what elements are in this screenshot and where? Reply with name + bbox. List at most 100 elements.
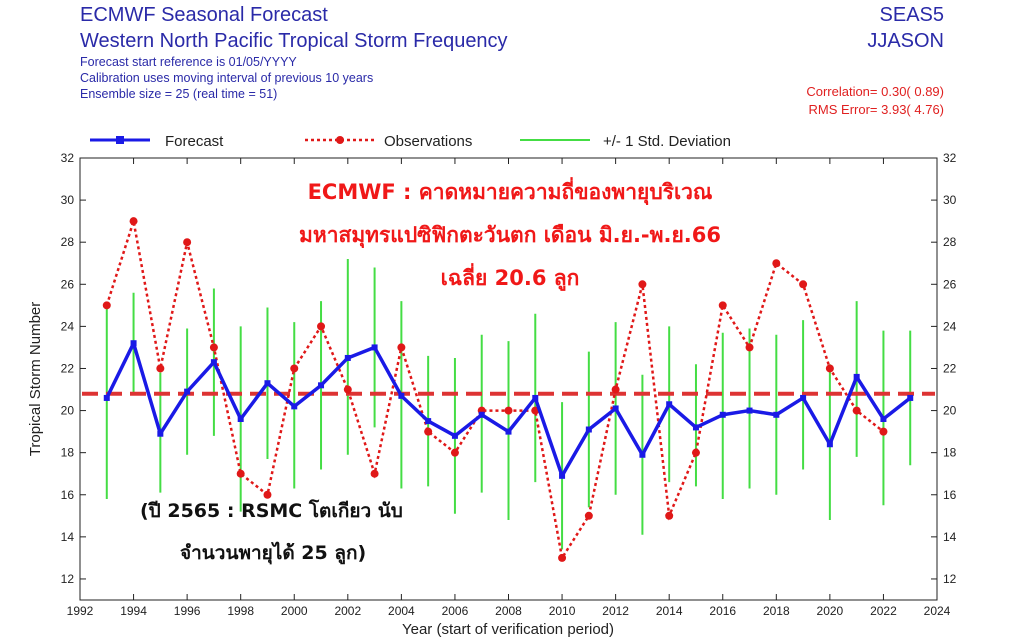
observation-point-2022 (879, 427, 888, 436)
note-line2: จำนวนพายุได้ 25 ลูก) (180, 542, 367, 564)
x-tick-label-2016: 2016 (709, 604, 736, 618)
forecast-point-2008 (505, 428, 512, 435)
y-tick-label-30: 30 (61, 193, 75, 207)
thai-annotation-line1: ECMWF : คาดหมายความถี่ของพายุบริเวณ (307, 180, 713, 204)
forecast-point-2011 (585, 426, 592, 433)
forecast-point-2014 (666, 401, 673, 408)
forecast-point-2020 (826, 441, 833, 448)
chart-title: ECMWF Seasonal Forecast (80, 4, 328, 26)
legend: Forecast Observations +/- 1 Std. Deviati… (90, 133, 731, 150)
observation-point-2017 (745, 343, 754, 352)
forecast-point-2019 (800, 394, 807, 401)
x-tick-label-2014: 2014 (656, 604, 683, 618)
legend-observations-label: Observations (384, 133, 472, 150)
forecast-point-1999 (264, 380, 271, 387)
y-tick-label-14: 14 (61, 530, 75, 544)
observation-point-2001 (317, 322, 326, 331)
rms-error-text: RMS Error= 3.93( 4.76) (808, 102, 944, 117)
forecast-reference-text: Forecast start reference is 01/05/YYYY (80, 55, 297, 69)
legend-forecast-label: Forecast (165, 133, 224, 150)
forecast-point-2009 (532, 394, 539, 401)
x-tick-label-2000: 2000 (281, 604, 308, 618)
forecast-point-2018 (773, 411, 780, 418)
ensemble-size-text: Ensemble size = 25 (real time = 51) (80, 87, 278, 101)
forecast-point-2003 (371, 344, 378, 351)
x-tick-label-1996: 1996 (174, 604, 201, 618)
y-tick-label-right-22: 22 (943, 361, 957, 375)
season-label: JJASON (867, 30, 944, 52)
observation-point-2012 (611, 385, 620, 394)
forecast-point-2022 (880, 415, 887, 422)
forecast-point-2016 (719, 411, 726, 418)
x-tick-label-2022: 2022 (870, 604, 897, 618)
observation-point-2011 (584, 511, 593, 520)
forecast-point-2001 (318, 382, 325, 389)
x-axis: 1992 1994 1996 1998 2000 2002 2004 2006 2008 2010… (67, 158, 951, 618)
y-tick-label-right-20: 20 (943, 404, 957, 418)
forecast-point-1996 (184, 388, 191, 395)
y-tick-label-24: 24 (61, 319, 75, 333)
x-tick-label-2024: 2024 (924, 604, 951, 618)
y-tick-label-22: 22 (61, 361, 75, 375)
forecast-point-2013 (639, 451, 646, 458)
thai-annotation-line3: เฉลี่ย 20.6 ลูก (440, 266, 580, 290)
observation-point-1996 (183, 238, 192, 247)
y-tick-label-20: 20 (61, 404, 75, 418)
forecast-point-1994 (130, 340, 137, 347)
y-axis-title: Tropical Storm Number (27, 302, 44, 456)
y-tick-label-right-30: 30 (943, 193, 957, 207)
y-tick-label-right-16: 16 (943, 488, 957, 502)
forecast-point-2007 (478, 411, 485, 418)
observation-point-2019 (799, 280, 808, 289)
observation-point-2018 (772, 259, 781, 268)
chart-subtitle: Western North Pacific Tropical Storm Fre… (80, 30, 508, 52)
y-tick-label-12: 12 (61, 572, 75, 586)
forecast-point-2012 (612, 405, 619, 412)
observation-point-2006 (450, 448, 459, 457)
forecast-point-2015 (692, 424, 699, 431)
observation-point-2015 (691, 448, 700, 457)
observation-point-1994 (129, 217, 138, 226)
x-tick-label-2006: 2006 (442, 604, 469, 618)
y-tick-label-18: 18 (61, 446, 75, 460)
observation-point-1997 (209, 343, 218, 352)
system-label: SEAS5 (879, 4, 944, 26)
forecast-series (103, 340, 914, 479)
x-tick-label-2020: 2020 (817, 604, 844, 618)
forecast-point-2023 (907, 394, 914, 401)
observation-point-2020 (825, 364, 834, 373)
observation-point-2014 (665, 511, 674, 520)
forecast-point-2006 (451, 432, 458, 439)
forecast-point-1993 (103, 394, 110, 401)
observation-point-2010 (558, 553, 567, 562)
x-tick-label-1994: 1994 (120, 604, 147, 618)
forecast-point-1995 (157, 430, 164, 437)
observation-point-2002 (343, 385, 352, 394)
x-tick-label-1998: 1998 (227, 604, 254, 618)
y-axis: 12 12 14 14 16 16 18 18 20 20 22 22 24 24 26 26 28 28 30 30… (61, 151, 957, 586)
observation-point-2003 (370, 469, 379, 478)
calibration-text: Calibration uses moving interval of prev… (80, 71, 374, 85)
y-tick-label-right-12: 12 (943, 572, 957, 586)
correlation-text: Correlation= 0.30( 0.89) (806, 84, 944, 99)
forecast-point-2000 (291, 403, 298, 410)
x-tick-label-2008: 2008 (495, 604, 522, 618)
observation-point-1999 (263, 490, 272, 499)
forecast-point-1997 (210, 359, 217, 366)
y-tick-label-right-14: 14 (943, 530, 957, 544)
observation-point-1998 (236, 469, 245, 478)
x-tick-label-2004: 2004 (388, 604, 415, 618)
observation-point-1993 (102, 301, 111, 310)
x-tick-label-2002: 2002 (334, 604, 361, 618)
y-tick-label-right-32: 32 (943, 151, 957, 165)
observation-point-2021 (852, 406, 861, 415)
forecast-point-2005 (425, 418, 432, 425)
observation-point-2016 (718, 301, 727, 310)
x-tick-label-1992: 1992 (67, 604, 94, 618)
legend-std-label: +/- 1 Std. Deviation (603, 133, 731, 150)
forecast-point-2002 (344, 354, 351, 361)
observations-line (105, 220, 885, 562)
observations-series (102, 217, 888, 562)
y-tick-label-32: 32 (61, 151, 75, 165)
observation-point-2004 (397, 343, 406, 352)
